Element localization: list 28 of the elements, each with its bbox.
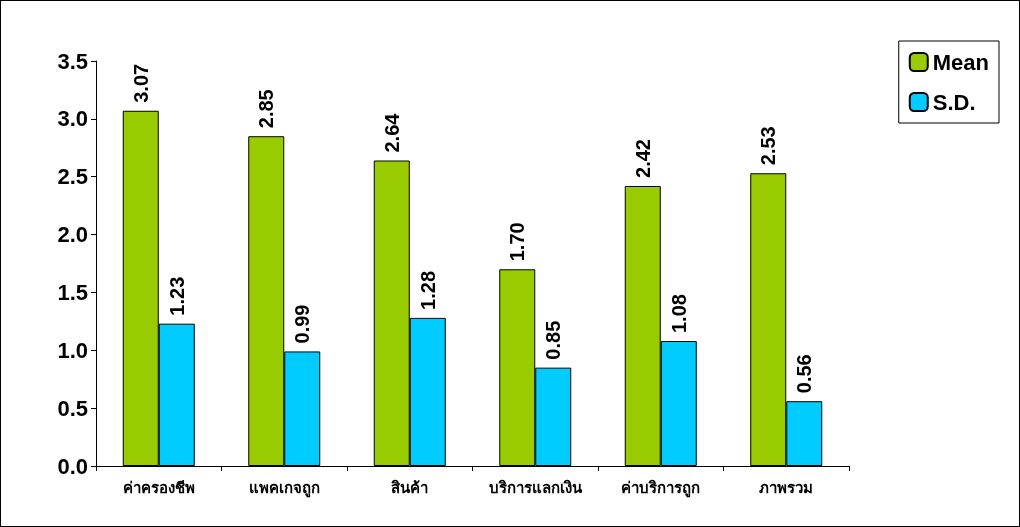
data-label: 0.85: [542, 320, 565, 360]
data-label: 2.85: [255, 89, 278, 129]
data-label: 2.42: [631, 139, 654, 178]
y-tick-label: 3.5: [57, 48, 88, 74]
y-tick-label: 2.5: [57, 164, 88, 190]
data-label: 3.07: [129, 63, 152, 103]
legend-label: S.D.: [932, 89, 976, 115]
legend-label: Mean: [932, 49, 990, 75]
y-tick-label: 3.0: [57, 106, 88, 132]
x-tick-label: ค่าครองชีพ: [122, 479, 195, 496]
x-tick-label: ค่าบริการถูก: [621, 479, 701, 498]
y-tick-label: 1.5: [57, 279, 88, 305]
y-tick-label: 0.0: [57, 453, 88, 479]
x-tick-label: บริการแลกเงิน: [488, 479, 583, 496]
data-label: 1.28: [416, 270, 439, 310]
data-label: 2.64: [380, 112, 403, 153]
data-label: 0.56: [793, 354, 816, 394]
data-label: 1.23: [165, 276, 188, 316]
x-tick-label: ภาพรวม: [759, 479, 814, 496]
data-label: 1.70: [506, 222, 529, 262]
x-tick-label: สินค้า: [391, 479, 429, 496]
y-tick-label: 0.5: [57, 395, 88, 421]
data-label: 0.99: [291, 304, 314, 344]
y-tick-label: 2.0: [57, 222, 88, 248]
data-label: 1.08: [667, 294, 690, 334]
y-tick-label: 1.0: [57, 337, 88, 363]
data-label: 2.53: [757, 126, 780, 166]
x-tick-label: แพคเกจถูก: [248, 479, 320, 498]
